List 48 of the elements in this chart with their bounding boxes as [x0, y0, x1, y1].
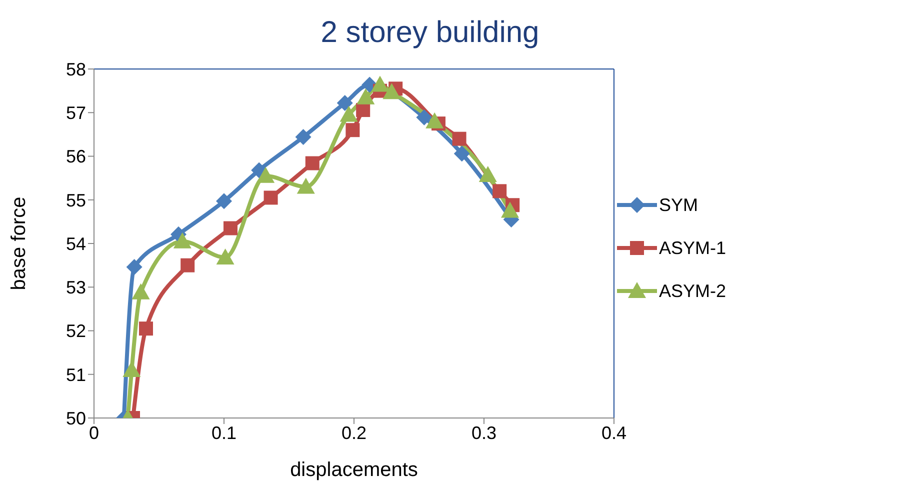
- x-tick-label: 0.4: [601, 422, 626, 443]
- point: [336, 95, 353, 112]
- y-axis-title: base force: [8, 196, 30, 290]
- x-tick-label: 0: [88, 422, 100, 443]
- point: [492, 184, 507, 198]
- point: [132, 283, 150, 300]
- point: [180, 258, 195, 272]
- y-tick-label: 58: [66, 59, 86, 80]
- y-tick-label: 57: [66, 103, 86, 124]
- y-tick-label: 50: [66, 408, 86, 428]
- y-tick-label: 56: [66, 146, 86, 167]
- point: [370, 76, 389, 92]
- y-tick-label: 51: [66, 364, 86, 385]
- point: [478, 166, 497, 182]
- y-tick-label: 55: [66, 190, 86, 210]
- y-tick-label: 53: [66, 278, 86, 298]
- point: [296, 178, 315, 194]
- point: [126, 259, 142, 276]
- point: [223, 221, 238, 236]
- x-tick-label: 0.1: [211, 422, 237, 443]
- legend-label: ASYM-1: [658, 238, 726, 258]
- point: [264, 190, 278, 205]
- point: [216, 193, 232, 210]
- x-tick-label: 0.3: [471, 422, 496, 443]
- point: [305, 156, 320, 170]
- point: [452, 132, 466, 146]
- point: [216, 248, 234, 264]
- point: [356, 103, 370, 118]
- point: [173, 232, 192, 248]
- legend-label: SYM: [658, 194, 698, 216]
- point: [138, 322, 153, 336]
- point: [454, 146, 470, 162]
- point: [122, 361, 141, 378]
- x-axis-title: displacements: [290, 459, 418, 481]
- y-tick-label: 54: [66, 234, 86, 254]
- y-tick-label: 52: [66, 321, 86, 342]
- point: [416, 109, 432, 126]
- point: [340, 106, 358, 122]
- legend-label: ASYM-2: [658, 280, 726, 302]
- point: [346, 123, 360, 138]
- chart-title: 2 storey building: [320, 16, 540, 50]
- x-tick-label: 0.2: [341, 422, 366, 443]
- point: [426, 112, 444, 128]
- point: [295, 129, 312, 146]
- point: [500, 202, 519, 218]
- point: [382, 83, 401, 100]
- point: [356, 88, 375, 104]
- point: [256, 166, 275, 183]
